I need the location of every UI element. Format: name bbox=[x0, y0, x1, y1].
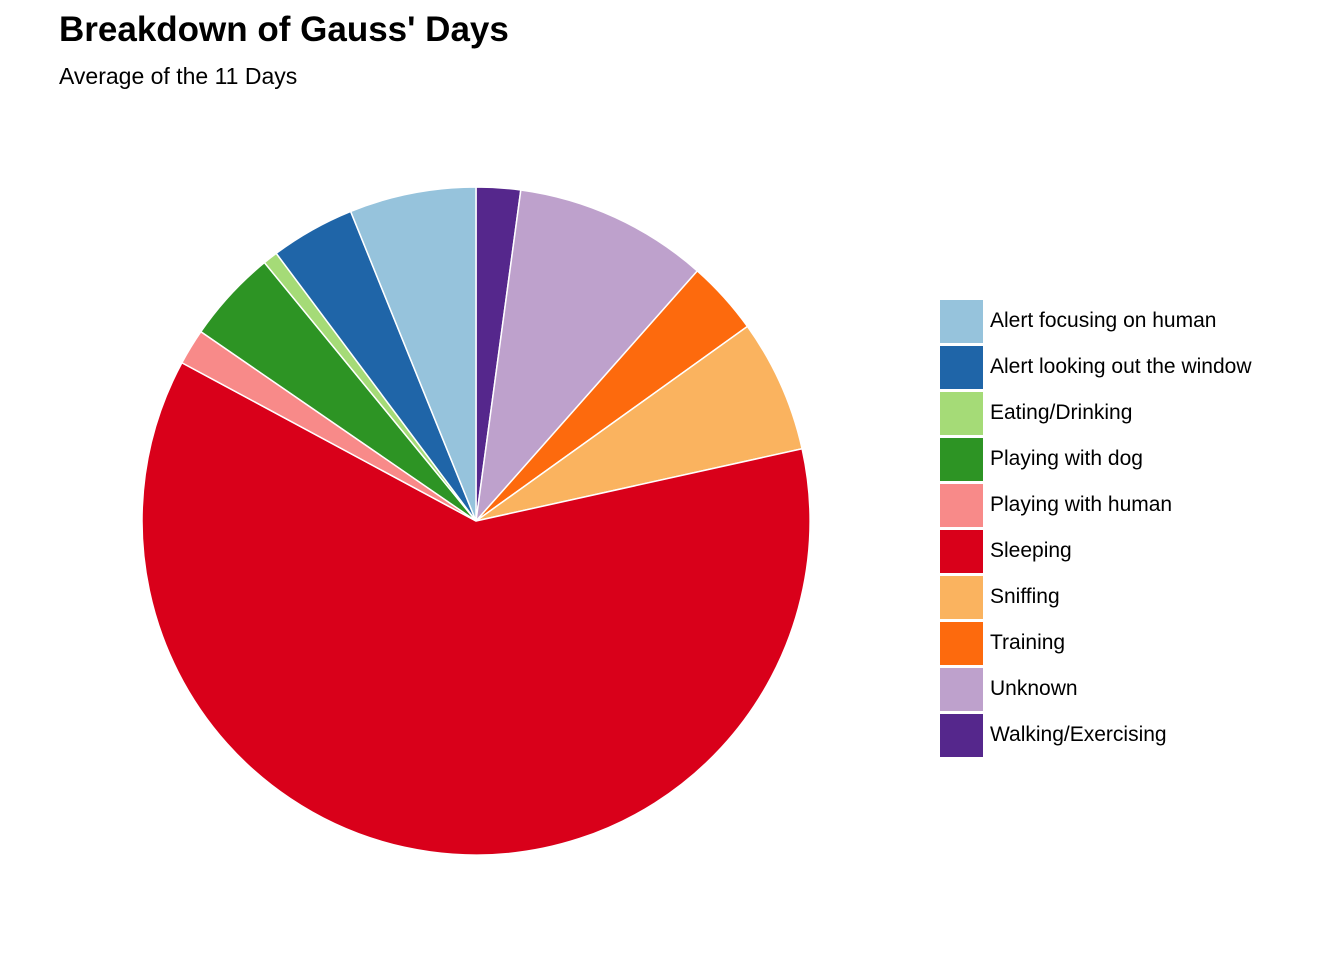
legend-swatch bbox=[940, 299, 983, 343]
legend-item: Alert focusing on human bbox=[940, 298, 1252, 344]
legend-label: Alert focusing on human bbox=[990, 309, 1217, 332]
legend-swatch bbox=[940, 483, 983, 527]
legend-item: Walking/Exercising bbox=[940, 712, 1252, 758]
pie-slice-sleeping bbox=[141, 361, 811, 856]
legend-label: Sleeping bbox=[990, 539, 1072, 562]
legend-swatch bbox=[940, 667, 983, 711]
legend-swatch bbox=[940, 529, 983, 573]
pie-slice-sniffing bbox=[475, 325, 803, 522]
legend-swatch bbox=[940, 575, 983, 619]
legend-item: Alert looking out the window bbox=[940, 344, 1252, 390]
legend-item: Training bbox=[940, 620, 1252, 666]
legend: Alert focusing on human Alert looking out… bbox=[940, 298, 1252, 758]
legend-label: Training bbox=[990, 631, 1066, 654]
legend-label: Playing with human bbox=[990, 493, 1173, 516]
legend-swatch bbox=[940, 621, 983, 665]
pie-slice-alert-focusing-on-human bbox=[349, 186, 477, 522]
legend-item: Playing with dog bbox=[940, 436, 1252, 482]
legend-label: Eating/Drinking bbox=[990, 401, 1133, 424]
legend-item: Sniffing bbox=[940, 574, 1252, 620]
legend-label: Walking/Exercising bbox=[990, 723, 1167, 746]
legend-label: Unknown bbox=[990, 677, 1078, 700]
chart-subtitle: Average of the 11 Days bbox=[59, 63, 298, 89]
legend-label: Sniffing bbox=[990, 585, 1060, 608]
legend-swatch bbox=[940, 345, 983, 389]
legend-item: Sleeping bbox=[940, 528, 1252, 574]
legend-item: Unknown bbox=[940, 666, 1252, 712]
pie-slice-unknown bbox=[474, 189, 699, 524]
legend-swatch bbox=[940, 713, 983, 757]
legend-item: Playing with human bbox=[940, 482, 1252, 528]
legend-label: Playing with dog bbox=[990, 447, 1143, 470]
legend-swatch bbox=[940, 391, 983, 435]
legend-item: Eating/Drinking bbox=[940, 390, 1252, 436]
legend-swatch bbox=[940, 437, 983, 481]
legend-label: Alert looking out the window bbox=[990, 355, 1252, 378]
chart-title: Breakdown of Gauss' Days bbox=[59, 10, 509, 49]
